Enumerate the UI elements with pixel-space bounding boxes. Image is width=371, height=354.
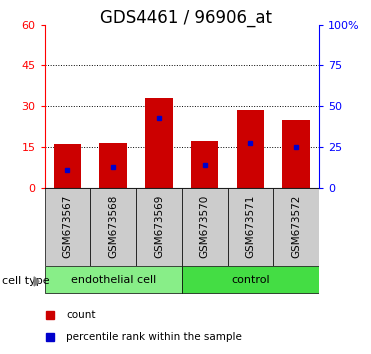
Text: GDS4461 / 96906_at: GDS4461 / 96906_at [99,9,272,27]
Text: GSM673571: GSM673571 [246,195,255,258]
Text: percentile rank within the sample: percentile rank within the sample [66,332,242,342]
Bar [45,188,90,266]
Bar [99,143,127,188]
Bar [90,188,136,266]
Text: GSM673567: GSM673567 [62,195,72,258]
Text: GSM673572: GSM673572 [291,195,301,258]
Bar [45,266,182,293]
Bar [273,188,319,266]
Bar [145,98,173,188]
Bar [237,110,264,188]
Text: count: count [66,310,96,320]
Text: control: control [231,275,270,285]
Bar [227,188,273,266]
Text: cell type: cell type [2,276,49,286]
Bar [182,188,227,266]
Bar [182,266,319,293]
Text: GSM673568: GSM673568 [108,195,118,258]
Text: GSM673570: GSM673570 [200,195,210,258]
Text: endothelial cell: endothelial cell [70,275,156,285]
Bar [191,142,219,188]
Polygon shape [34,277,39,286]
Bar [54,144,81,188]
Bar [136,188,182,266]
Text: GSM673569: GSM673569 [154,195,164,258]
Bar [282,120,310,188]
